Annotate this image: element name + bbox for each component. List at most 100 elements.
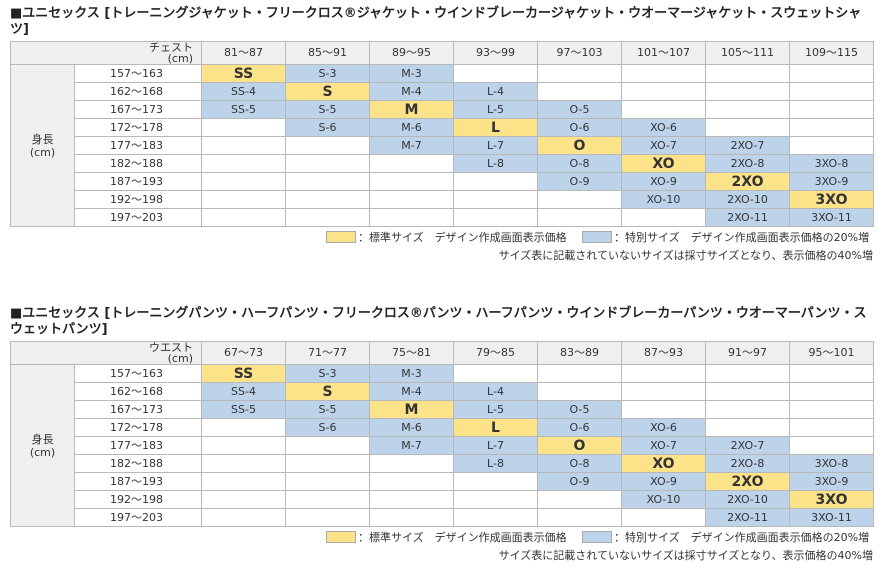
height-range: 182～188 [74,154,202,173]
special-size-cell: S-6 [285,418,370,437]
column-header: 67～73 [201,341,286,365]
table-row: 192～198 XO-10 2XO-10 3XO [11,190,874,209]
special-size-cell: O-8 [537,154,622,173]
empty-cell [621,64,706,83]
table-row: 182～188 L-8 O-8 XO 2XO-8 3XO-8 [11,454,874,473]
special-size-cell: O-5 [537,100,622,119]
table-row: 197～203 2XO-11 3XO-11 [11,208,874,227]
height-range: 167～173 [74,100,202,119]
column-header: 101～107 [621,41,706,65]
legend-standard-label: ：標準サイズ デザイン作成画面表示価格 [358,231,567,244]
special-size-cell: 2XO-11 [705,508,790,527]
empty-cell [369,472,454,491]
empty-cell [537,64,622,83]
empty-cell [369,172,454,191]
empty-cell [453,490,538,509]
special-size-cell: XO-7 [621,436,706,455]
special-size-cell: SS-5 [201,100,286,119]
empty-cell [369,454,454,473]
special-size-cell: 2XO-7 [705,436,790,455]
special-size-cell: XO-9 [621,472,706,491]
column-header: 109～115 [789,41,874,65]
empty-cell [285,508,370,527]
height-group-header: 身長 (cm) [10,364,75,527]
table-row: 167～173 SS-5 S-5 M L-5 O-5 [11,100,874,119]
height-range: 187～193 [74,172,202,191]
height-range: 182～188 [74,454,202,473]
table-row: 177～183 M-7 L-7 O XO-7 2XO-7 [11,436,874,455]
standard-swatch [326,531,356,543]
legend-standard: ：標準サイズ デザイン作成画面表示価格 [326,231,567,245]
special-size-cell: M-3 [369,64,454,83]
empty-cell [285,208,370,227]
table-row: 172～178 S-6 M-6 L O-6 XO-6 [11,418,874,437]
corner-header: ウエスト (cm) [10,341,202,365]
height-unit: (cm) [29,145,56,159]
standard-size-cell: O [537,436,622,455]
special-size-cell: S-3 [285,364,370,383]
special-size-cell: M-7 [369,136,454,155]
special-size-cell: L-7 [453,436,538,455]
size-table: ウエスト (cm) 67～73 71～77 75～81 79～85 83～89 87～93 91… [10,341,874,527]
empty-cell [201,454,286,473]
column-header: 91～97 [705,341,790,365]
special-size-cell: 3XO-8 [789,154,874,173]
pants-size-section: ■ユニセックス [トレーニングパンツ・ハーフパンツ・フリークロス®パンツ・ハーフ… [10,306,874,563]
empty-cell [621,364,706,383]
standard-size-cell: SS [201,364,286,383]
column-header: 83～89 [537,341,622,365]
special-size-cell: XO-6 [621,418,706,437]
table-row: 162～168 SS-4 S M-4 L-4 [11,382,874,401]
empty-cell [621,100,706,119]
special-size-cell: L-4 [453,82,538,101]
measure-unit: (cm) [167,52,193,65]
section-heading: ■ユニセックス [トレーニングジャケット・フリークロス®ジャケット・ウインドブレ… [10,6,862,37]
column-header: 71～77 [285,341,370,365]
empty-cell [705,100,790,119]
empty-cell [453,172,538,191]
height-range: 187～193 [74,472,202,491]
special-size-cell: 2XO-8 [705,454,790,473]
special-size-cell: L-5 [453,400,538,419]
standard-size-cell: O [537,136,622,155]
standard-size-cell: S [285,382,370,401]
empty-cell [285,490,370,509]
header-row: ウエスト (cm) 67～73 71～77 75～81 79～85 83～89 87～93 91… [10,341,874,365]
height-range: 197～203 [74,508,202,527]
special-size-cell: M-3 [369,364,454,383]
empty-cell [201,154,286,173]
empty-cell [537,208,622,227]
empty-cell [201,472,286,491]
legend-note: サイズ表に記載されていないサイズは採寸サイズとなり、表示価格の40%増 [498,249,873,262]
table-row: 177～183 M-7 L-7 O XO-7 2XO-7 [11,136,874,155]
height-label: 身長 [31,132,54,146]
empty-cell [537,364,622,383]
size-table: チェスト (cm) 81～87 85～91 89～95 93～99 97～103 101～10… [10,41,874,227]
special-size-cell: O-9 [537,172,622,191]
column-header: 93～99 [453,41,538,65]
standard-size-cell: SS [201,64,286,83]
height-range: 192～198 [74,490,202,509]
empty-cell [789,400,874,419]
empty-cell [621,82,706,101]
special-size-cell: SS-5 [201,400,286,419]
empty-cell [453,190,538,209]
special-size-cell: L-7 [453,136,538,155]
special-size-cell: XO-7 [621,136,706,155]
empty-cell [285,136,370,155]
special-size-cell: O-9 [537,472,622,491]
table-row: 182～188 L-8 O-8 XO 2XO-8 3XO-8 [11,154,874,173]
empty-cell [201,418,286,437]
empty-cell [201,490,286,509]
special-size-cell: O-5 [537,400,622,419]
special-size-cell: 2XO-8 [705,154,790,173]
standard-size-cell: 2XO [705,472,790,491]
empty-cell [705,64,790,83]
special-size-cell: S-3 [285,64,370,83]
table-row: 192～198 XO-10 2XO-10 3XO [11,490,874,509]
special-size-cell: L-4 [453,382,538,401]
special-size-cell: L-5 [453,100,538,119]
standard-size-cell: L [453,418,538,437]
height-range: 157～163 [74,364,202,383]
special-size-cell: 3XO-11 [789,208,874,227]
